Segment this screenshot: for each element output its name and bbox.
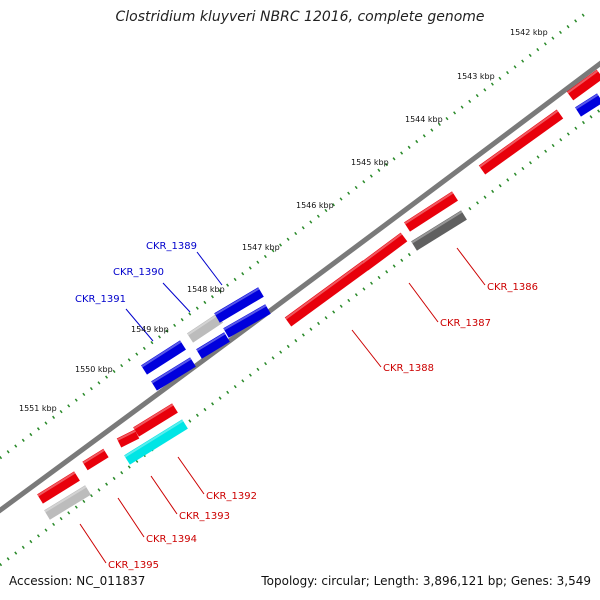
leader-line-1 — [408, 282, 439, 323]
tick-label-1546: 1546 kbp — [296, 201, 334, 210]
label-leader-lines — [79, 247, 486, 564]
gene-feature-ckr-1393 — [133, 403, 178, 437]
gene-feature-red-a — [404, 191, 458, 232]
gene-feature-blue-c — [151, 357, 196, 391]
leader-line-0 — [456, 247, 486, 286]
gene-label-ckr-1395: CKR_1395 — [108, 560, 159, 571]
gene-feature-ckr-1387 — [361, 232, 408, 271]
gene-label-ckr-1386: CKR_1386 — [487, 282, 538, 293]
leader-line-3 — [196, 251, 223, 286]
tick-label-1549: 1549 kbp — [131, 325, 169, 334]
tick-label-1551: 1551 kbp — [19, 404, 57, 413]
accession-text: Accession: NC_011837 — [9, 574, 146, 588]
outer-dotted-track — [0, 8, 591, 460]
leader-line-5 — [125, 308, 154, 342]
gene-feature-grey-light-a — [186, 313, 224, 343]
gene-label-ckr-1390: CKR_1390 — [113, 267, 164, 278]
gene-feature-ckr-1389 — [214, 287, 264, 323]
leader-line-2 — [351, 329, 382, 368]
gene-feature-ckr-1392 — [124, 419, 188, 465]
leader-line-6 — [177, 456, 205, 495]
inner-dotted-track — [0, 108, 600, 567]
gene-feature-blue-edge — [575, 93, 600, 117]
gene-label-ckr-1391: CKR_1391 — [75, 294, 126, 305]
gene-label-ckr-1389: CKR_1389 — [146, 241, 197, 252]
tick-label-1544: 1544 kbp — [405, 115, 443, 124]
gene-feature-ckr-1394 — [116, 429, 140, 448]
genome-stats-text: Topology: circular; Length: 3,896,121 bp… — [261, 574, 591, 588]
dotted-guide-tracks — [0, 8, 600, 567]
gene-feature-ckr-1390 — [196, 332, 230, 359]
gene-label-ckr-1387: CKR_1387 — [440, 318, 491, 329]
gene-feature-ckr-1391 — [141, 340, 186, 375]
gene-feature-grey-light-b — [44, 485, 91, 520]
gene-feature-ckr-1386 — [411, 210, 467, 251]
gene-features — [37, 69, 600, 520]
gene-label-ckr-1393: CKR_1393 — [179, 511, 230, 522]
leader-line-7 — [150, 475, 178, 515]
tick-label-1547: 1547 kbp — [242, 243, 280, 252]
gene-label-ckr-1392: CKR_1392 — [206, 491, 257, 502]
tick-label-1545: 1545 kbp — [351, 158, 389, 167]
tick-label-1550: 1550 kbp — [75, 365, 113, 374]
gene-feature-ckr-1388 — [284, 260, 370, 327]
genome-title: Clostridium kluyveri NBRC 12016, complet… — [115, 9, 485, 25]
leader-line-8 — [117, 497, 145, 538]
gene-feature-ckr-1395 — [37, 471, 80, 504]
leader-line-4 — [162, 282, 191, 313]
tick-label-1543: 1543 kbp — [457, 72, 495, 81]
gene-feature-red-b — [478, 109, 564, 175]
genome-backbone — [0, 60, 600, 514]
gene-label-ckr-1394: CKR_1394 — [146, 534, 197, 545]
gene-feature-red-d — [82, 448, 109, 471]
tick-label-1542: 1542 kbp — [510, 28, 548, 37]
tick-label-1548: 1548 kbp — [187, 285, 225, 294]
gene-label-ckr-1388: CKR_1388 — [383, 363, 434, 374]
gene-feature-blue-b — [223, 304, 271, 338]
gene-feature-red-c — [566, 69, 600, 101]
leader-line-9 — [79, 523, 107, 564]
